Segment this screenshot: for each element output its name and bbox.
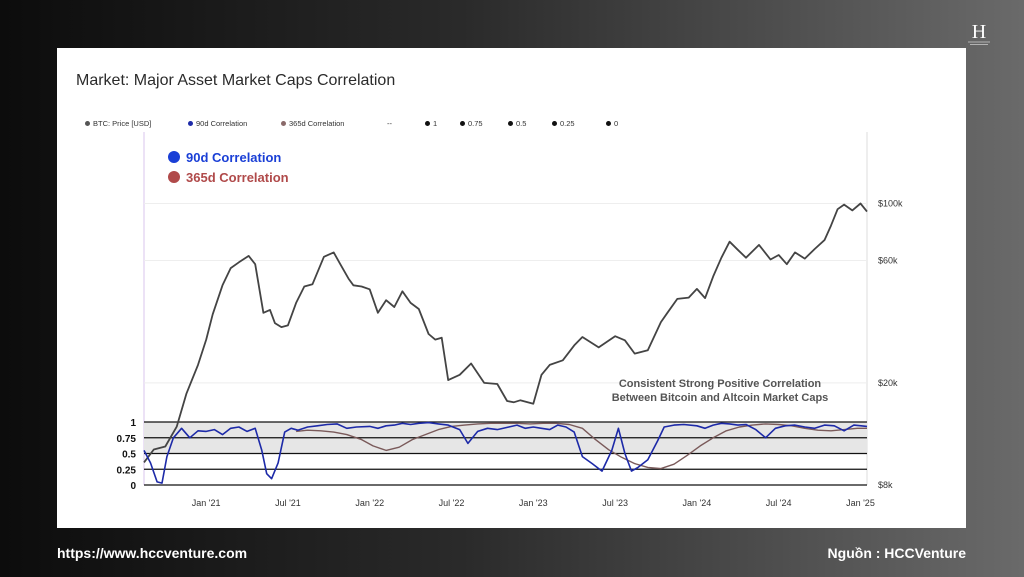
x-tick-label: Jan '23 [519,498,548,508]
price-tick-label: $60k [878,255,898,265]
legend-dot-icon [85,120,90,126]
x-tick-label: Jul '22 [439,498,465,508]
btc-price-line [143,202,868,463]
legend-dot-icon [552,120,557,126]
legend-dot-icon [188,120,193,126]
legend-row-label: 0.5 [516,119,527,128]
inset-legend-label[interactable]: 90d Correlation [186,150,281,165]
legend-dot-icon [606,120,611,126]
inset-legend-label[interactable]: 365d Correlation [186,170,289,185]
x-tick-label: Jan '24 [683,498,712,508]
logo-letter: H [972,21,986,43]
legend-dot-icon [460,120,465,126]
chart-title: Market: Major Asset Market Caps Correlat… [76,72,396,89]
correlation-90d-line [143,421,868,484]
legend-dot-icon [508,120,513,126]
legend-row-label: 90d Correlation [196,119,248,128]
x-tick-label: Jan '21 [192,498,221,508]
x-tick-label: Jul '23 [602,498,628,508]
legend-row-item[interactable]: 1 [425,119,437,128]
legend-row-item[interactable]: 0 [606,119,618,128]
price-tick-label: $100k [878,199,903,209]
correlation-tick-label: 0.75 [117,434,137,445]
x-tick-label: Jan '22 [355,498,384,508]
legend-row-label: -- [387,119,392,128]
inset-legend-dot-icon [168,151,180,163]
legend-row-item[interactable]: -- [387,119,392,128]
legend-row-label: 365d Correlation [289,119,345,128]
legend-dot-icon [281,120,286,126]
legend-row-item[interactable]: 0.25 [552,119,575,128]
legend-row-label: 0.25 [560,119,575,128]
x-tick-label: Jul '24 [766,498,792,508]
correlation-365d-line [296,422,867,470]
legend-row-label: 1 [433,119,438,128]
legend-row-item[interactable]: 0.75 [460,119,483,128]
legend-row-label: BTC: Price [USD] [93,119,152,128]
chart-annotation: Consistent Strong Positive Correlation [619,378,822,390]
correlation-tick-label: 0 [130,481,136,492]
correlation-tick-label: 1 [130,418,136,429]
correlation-tick-label: 0.25 [117,465,137,476]
inset-legend-dot-icon [168,171,180,183]
price-tick-label: $20k [878,378,898,388]
legend-dot-icon [425,120,430,126]
legend-row-item[interactable]: 365d Correlation [281,119,344,128]
legend-row-item[interactable]: BTC: Price [USD] [85,119,151,128]
legend-row-item[interactable]: 90d Correlation [188,119,247,128]
hcc-logo-icon: H [968,21,990,45]
footer-source-url[interactable]: https://www.hccventure.com [57,545,248,561]
x-tick-label: Jan '25 [846,498,875,508]
legend-row-item[interactable]: 0.5 [508,119,526,128]
chart-annotation: Between Bitcoin and Altcoin Market Caps [612,392,829,404]
legend-row-label: 0 [614,119,619,128]
price-tick-label: $8k [878,480,893,490]
footer-credit: Nguồn : HCCVenture [827,545,966,561]
x-tick-label: Jul '21 [275,498,301,508]
correlation-tick-label: 0.5 [122,450,136,461]
chart-legend-row: BTC: Price [USD] 90d Correlation 365d Corr… [85,119,685,131]
legend-row-label: 0.75 [468,119,483,128]
